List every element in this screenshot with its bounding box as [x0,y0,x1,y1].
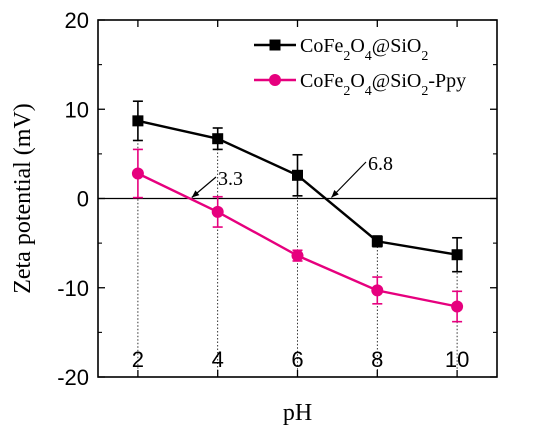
annotation-arrow [330,161,367,198]
x-tick-label: 10 [445,347,469,372]
annotation-arrow-head [191,190,200,198]
annotation-arrow-head [331,190,339,198]
legend-label: CoFe2O4@SiO2-Ppy [300,70,466,99]
data-point [211,205,224,218]
data-point [212,133,224,145]
y-tick-label: -10 [57,276,89,301]
data-point [371,284,384,297]
data-point [371,235,383,247]
annotation-label: 6.8 [368,153,393,175]
x-axis-label: pH [283,400,312,426]
legend-entry-1: CoFe2O4@SiO2 [254,35,428,64]
y-axis-label: Zeta potential (mV) [10,103,36,294]
y-tick-label: 20 [65,8,89,33]
y-tick-label: -20 [57,365,89,390]
data-point [292,169,303,181]
y-tick-label: 10 [65,97,89,122]
data-point [451,249,463,261]
x-tick-label: 2 [132,347,144,372]
legend-entry-2: CoFe2O4@SiO2-Ppy [254,70,466,99]
data-point [451,300,464,313]
legend-marker [269,39,281,51]
annotation-label: 3.3 [218,168,243,190]
y-tick-label: 0 [77,187,89,212]
data-point [132,115,144,127]
series-1 [132,100,463,273]
x-tick-label: 6 [291,347,303,372]
data-point [291,249,304,262]
series-2 [131,148,464,323]
legend-label: CoFe2O4@SiO2 [300,35,428,64]
x-tick-label: 4 [212,347,224,372]
legend-marker [269,74,281,86]
data-point [131,167,144,180]
x-tick-label: 8 [371,347,383,372]
